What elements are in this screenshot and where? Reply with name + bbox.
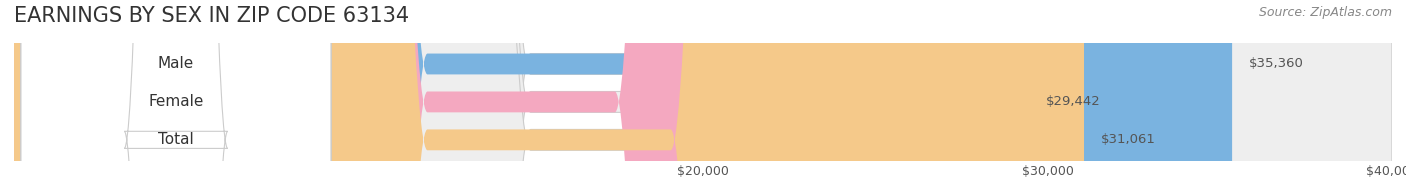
FancyBboxPatch shape xyxy=(14,0,1392,196)
FancyBboxPatch shape xyxy=(14,0,1028,196)
Text: Source: ZipAtlas.com: Source: ZipAtlas.com xyxy=(1258,6,1392,19)
FancyBboxPatch shape xyxy=(21,0,330,196)
FancyBboxPatch shape xyxy=(14,0,1392,196)
FancyBboxPatch shape xyxy=(14,0,1084,196)
Text: Female: Female xyxy=(148,94,204,109)
FancyBboxPatch shape xyxy=(21,0,330,196)
Text: $35,360: $35,360 xyxy=(1250,57,1305,71)
Text: Male: Male xyxy=(157,56,194,72)
Text: $29,442: $29,442 xyxy=(1046,95,1101,108)
FancyBboxPatch shape xyxy=(14,0,1232,196)
Text: EARNINGS BY SEX IN ZIP CODE 63134: EARNINGS BY SEX IN ZIP CODE 63134 xyxy=(14,6,409,26)
FancyBboxPatch shape xyxy=(14,0,1392,196)
FancyBboxPatch shape xyxy=(21,0,330,196)
Text: $31,061: $31,061 xyxy=(1101,133,1156,146)
Text: Total: Total xyxy=(157,132,194,147)
